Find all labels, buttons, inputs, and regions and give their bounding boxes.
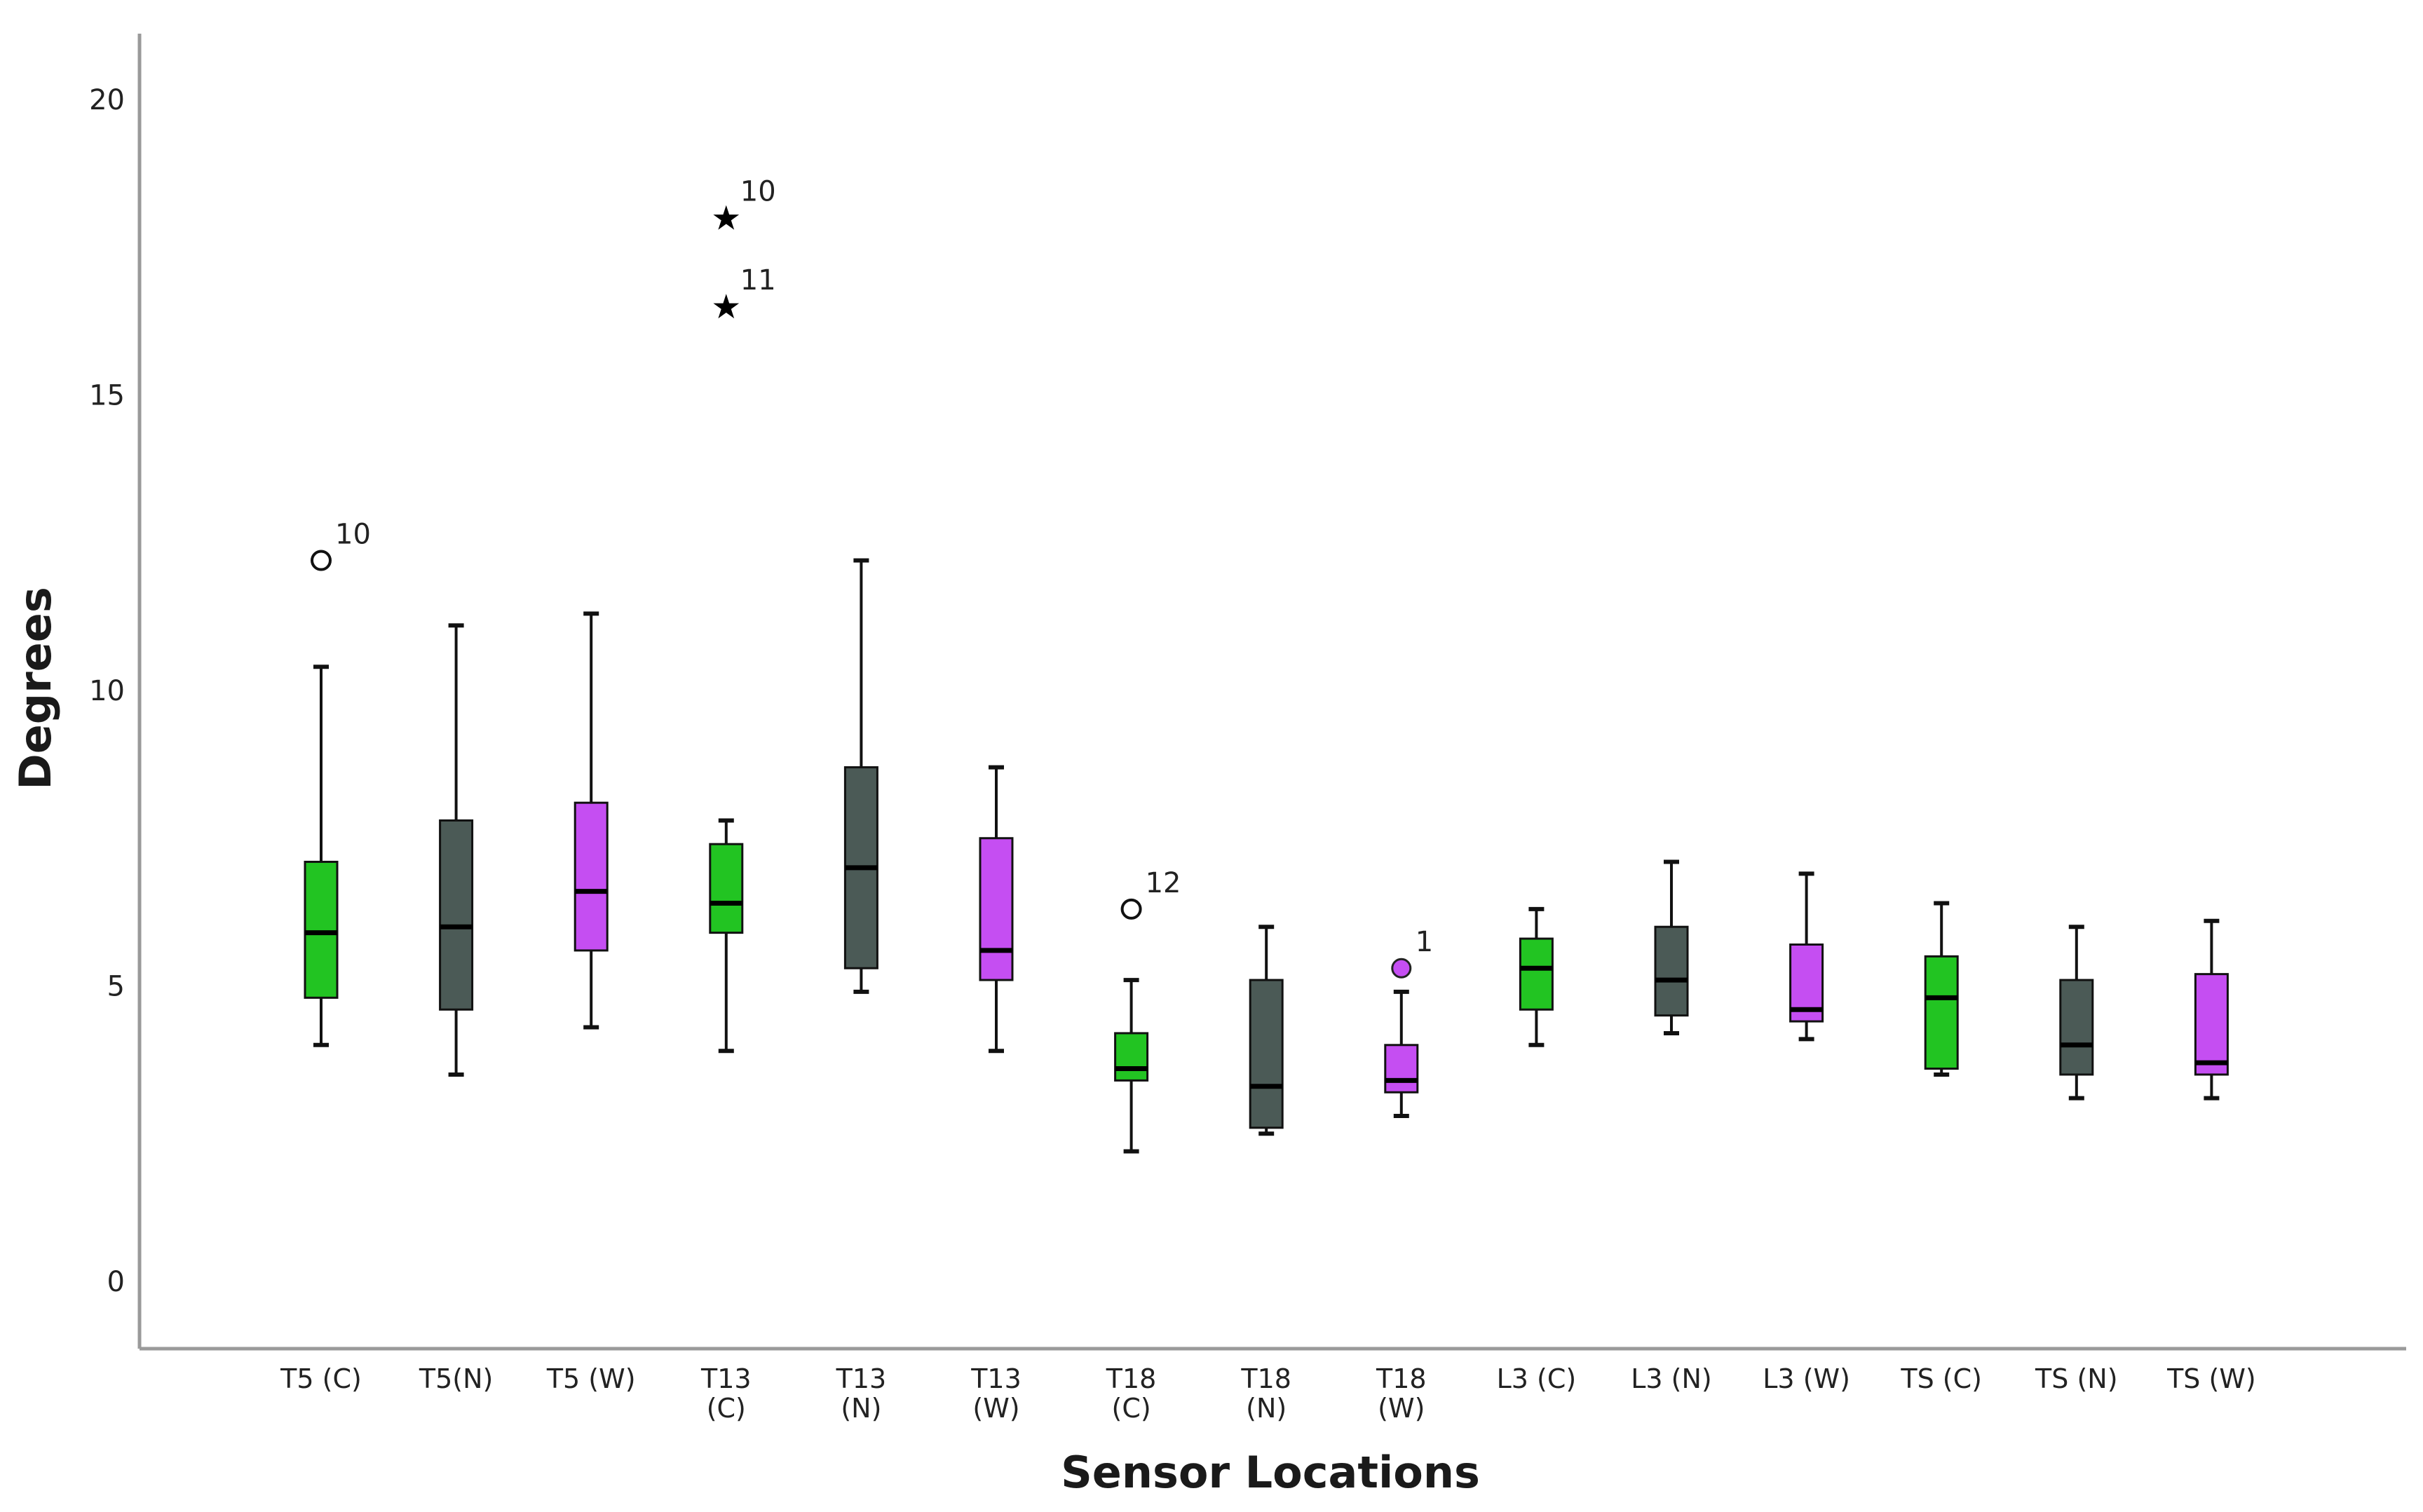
box-iqr	[1249, 979, 1284, 1129]
x-tick-label: T5(N)	[419, 1363, 493, 1394]
box-iqr	[979, 837, 1014, 981]
y-tick-label: 20	[89, 84, 125, 116]
x-tick-label: L3 (W)	[1763, 1363, 1850, 1394]
box-group: ★10★11	[709, 176, 776, 1054]
box-group	[439, 623, 474, 1077]
outlier-circle	[311, 550, 332, 571]
box-iqr	[304, 860, 339, 999]
y-tick-labels: 0 5 10 15 20	[89, 84, 125, 1298]
box-iqr	[439, 819, 474, 1011]
x-tick-label: T13 (W)	[970, 1363, 1022, 1424]
box-group	[2194, 918, 2229, 1101]
box-iqr	[1924, 955, 1959, 1070]
box-group	[1789, 871, 1824, 1042]
axes	[137, 34, 2406, 1351]
box-iqr	[573, 801, 609, 952]
box-iqr	[1384, 1044, 1419, 1094]
x-axis-title: Sensor Locations	[1061, 1447, 1480, 1498]
x-tick-label: TS (N)	[2035, 1363, 2118, 1394]
x-tick-label: TS (W)	[2166, 1363, 2256, 1394]
box-group	[1519, 906, 1554, 1047]
y-tick-label: 15	[89, 380, 125, 412]
outlier-star: ★	[711, 287, 741, 327]
x-tick-label: T18 (C)	[1106, 1363, 1157, 1424]
x-tick-label: T13 (N)	[836, 1363, 887, 1424]
y-axis-title: Degrees	[10, 587, 61, 789]
box-iqr	[2194, 973, 2229, 1076]
y-tick-label: 10	[89, 675, 125, 707]
y-tick-label: 5	[107, 971, 125, 1003]
x-tick-label: TS (C)	[1900, 1363, 1982, 1394]
x-tick-label: L3 (N)	[1631, 1363, 1712, 1394]
outlier-label: 10	[740, 176, 776, 208]
x-tick-label: T18 (W)	[1376, 1363, 1427, 1424]
outlier-circle	[1391, 958, 1412, 979]
outlier-circle	[1120, 898, 1142, 920]
x-tick-label: T5 (W)	[546, 1363, 636, 1394]
x-tick-label: T18 (N)	[1240, 1363, 1291, 1424]
outlier-label: 12	[1146, 867, 1181, 899]
outlier-label: 10	[335, 519, 371, 551]
box-group	[1924, 901, 1959, 1077]
box-group	[1249, 925, 1284, 1136]
x-tick-label: T5 (C)	[280, 1363, 362, 1394]
outlier-label: 11	[740, 264, 776, 297]
box-iqr	[709, 843, 744, 934]
outlier-label: 1	[1416, 926, 1433, 958]
box-iqr	[2059, 979, 2094, 1076]
x-tick-label: L3 (C)	[1497, 1363, 1577, 1394]
box-group	[979, 765, 1014, 1054]
box-group	[2059, 925, 2094, 1101]
x-tick-label: T13 (C)	[700, 1363, 752, 1424]
x-tick-labels: T5 (C) T5(N) T5 (W) T13 (C) T13 (N) T13 (W) T18 (C…	[280, 1363, 2256, 1424]
box-iqr	[1519, 937, 1554, 1011]
y-tick-label: 0	[107, 1266, 125, 1298]
box-iqr	[1114, 1032, 1149, 1082]
outlier-star: ★	[711, 199, 741, 238]
box-iqr	[1654, 925, 1689, 1017]
box-group: 12	[1114, 867, 1181, 1154]
box-group	[573, 611, 609, 1030]
box-group: 10	[304, 519, 371, 1047]
box-group: 1	[1384, 926, 1433, 1118]
box-group	[843, 558, 878, 994]
box-group	[1654, 859, 1689, 1035]
